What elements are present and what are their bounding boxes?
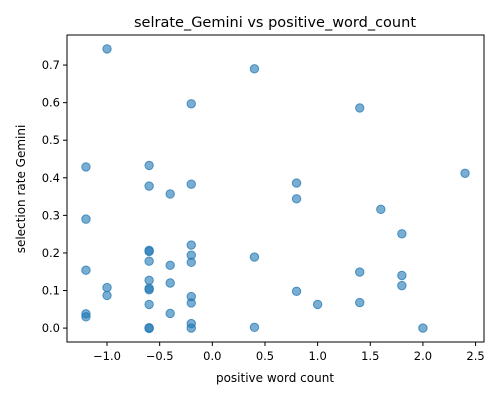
data-point	[144, 299, 154, 310]
data-points	[81, 44, 470, 334]
data-point	[144, 323, 154, 334]
plot-area-frame	[66, 34, 485, 343]
data-point	[165, 278, 175, 288]
data-point	[418, 323, 428, 333]
x-tick-label: 2.5	[466, 349, 484, 363]
data-point	[355, 297, 365, 308]
x-axis-label: positive word count	[216, 371, 334, 385]
data-point	[102, 44, 112, 54]
data-point	[186, 257, 196, 268]
data-point	[186, 179, 196, 189]
data-point	[397, 270, 407, 281]
y-tick-label: 0.4	[42, 171, 60, 185]
data-point	[81, 162, 91, 172]
data-point	[249, 252, 260, 262]
data-point	[397, 229, 407, 239]
x-tick-label: 0.5	[256, 349, 274, 363]
data-point	[165, 308, 175, 319]
data-point	[186, 323, 196, 333]
data-point	[355, 103, 365, 113]
y-axis-label: selection rate Gemini	[14, 125, 28, 254]
data-point	[102, 282, 112, 293]
data-point	[355, 267, 365, 277]
data-point	[102, 290, 112, 301]
data-point	[144, 246, 154, 257]
data-point	[376, 204, 386, 215]
data-point	[312, 299, 323, 310]
data-point	[144, 256, 154, 266]
y-tick-label: 0.7	[42, 58, 60, 72]
data-point	[144, 285, 154, 295]
y-tick-label: 0.2	[42, 246, 60, 260]
data-point	[249, 322, 260, 333]
x-tick-label: 1.0	[308, 349, 326, 363]
data-point	[397, 280, 407, 291]
data-point	[249, 64, 260, 74]
x-tick-label: 2.0	[414, 349, 432, 363]
data-point	[165, 189, 175, 199]
y-tick-label: 0.5	[42, 133, 60, 147]
data-point	[81, 265, 91, 275]
y-axis-ticks: 0.0 0.1 0.2 0.3 0.4 0.5 0.6 0.7	[42, 58, 67, 335]
data-point	[144, 181, 154, 191]
x-tick-label: 1.5	[361, 349, 379, 363]
data-point	[291, 286, 302, 296]
x-tick-label: −1.0	[93, 349, 121, 363]
data-point	[186, 99, 196, 109]
data-point	[144, 160, 154, 171]
y-tick-label: 0.1	[42, 284, 60, 298]
data-point	[144, 275, 154, 286]
x-axis-ticks: −1.0 −0.5 0.0 0.5 1.0 1.5 2.0 2.5	[93, 342, 485, 363]
data-point	[460, 168, 470, 178]
chart-title: selrate_Gemini vs positive_word_count	[134, 15, 416, 31]
y-tick-label: 0.3	[42, 208, 60, 222]
data-point	[291, 194, 302, 204]
y-tick-label: 0.0	[42, 321, 60, 335]
data-point	[81, 312, 91, 322]
data-point	[81, 214, 91, 224]
data-point	[186, 298, 196, 308]
x-tick-label: 0.0	[203, 349, 221, 363]
y-tick-label: 0.6	[42, 96, 60, 110]
data-point	[165, 260, 175, 271]
data-point	[186, 240, 196, 250]
data-point	[291, 178, 302, 188]
x-tick-label: −0.5	[146, 349, 174, 363]
